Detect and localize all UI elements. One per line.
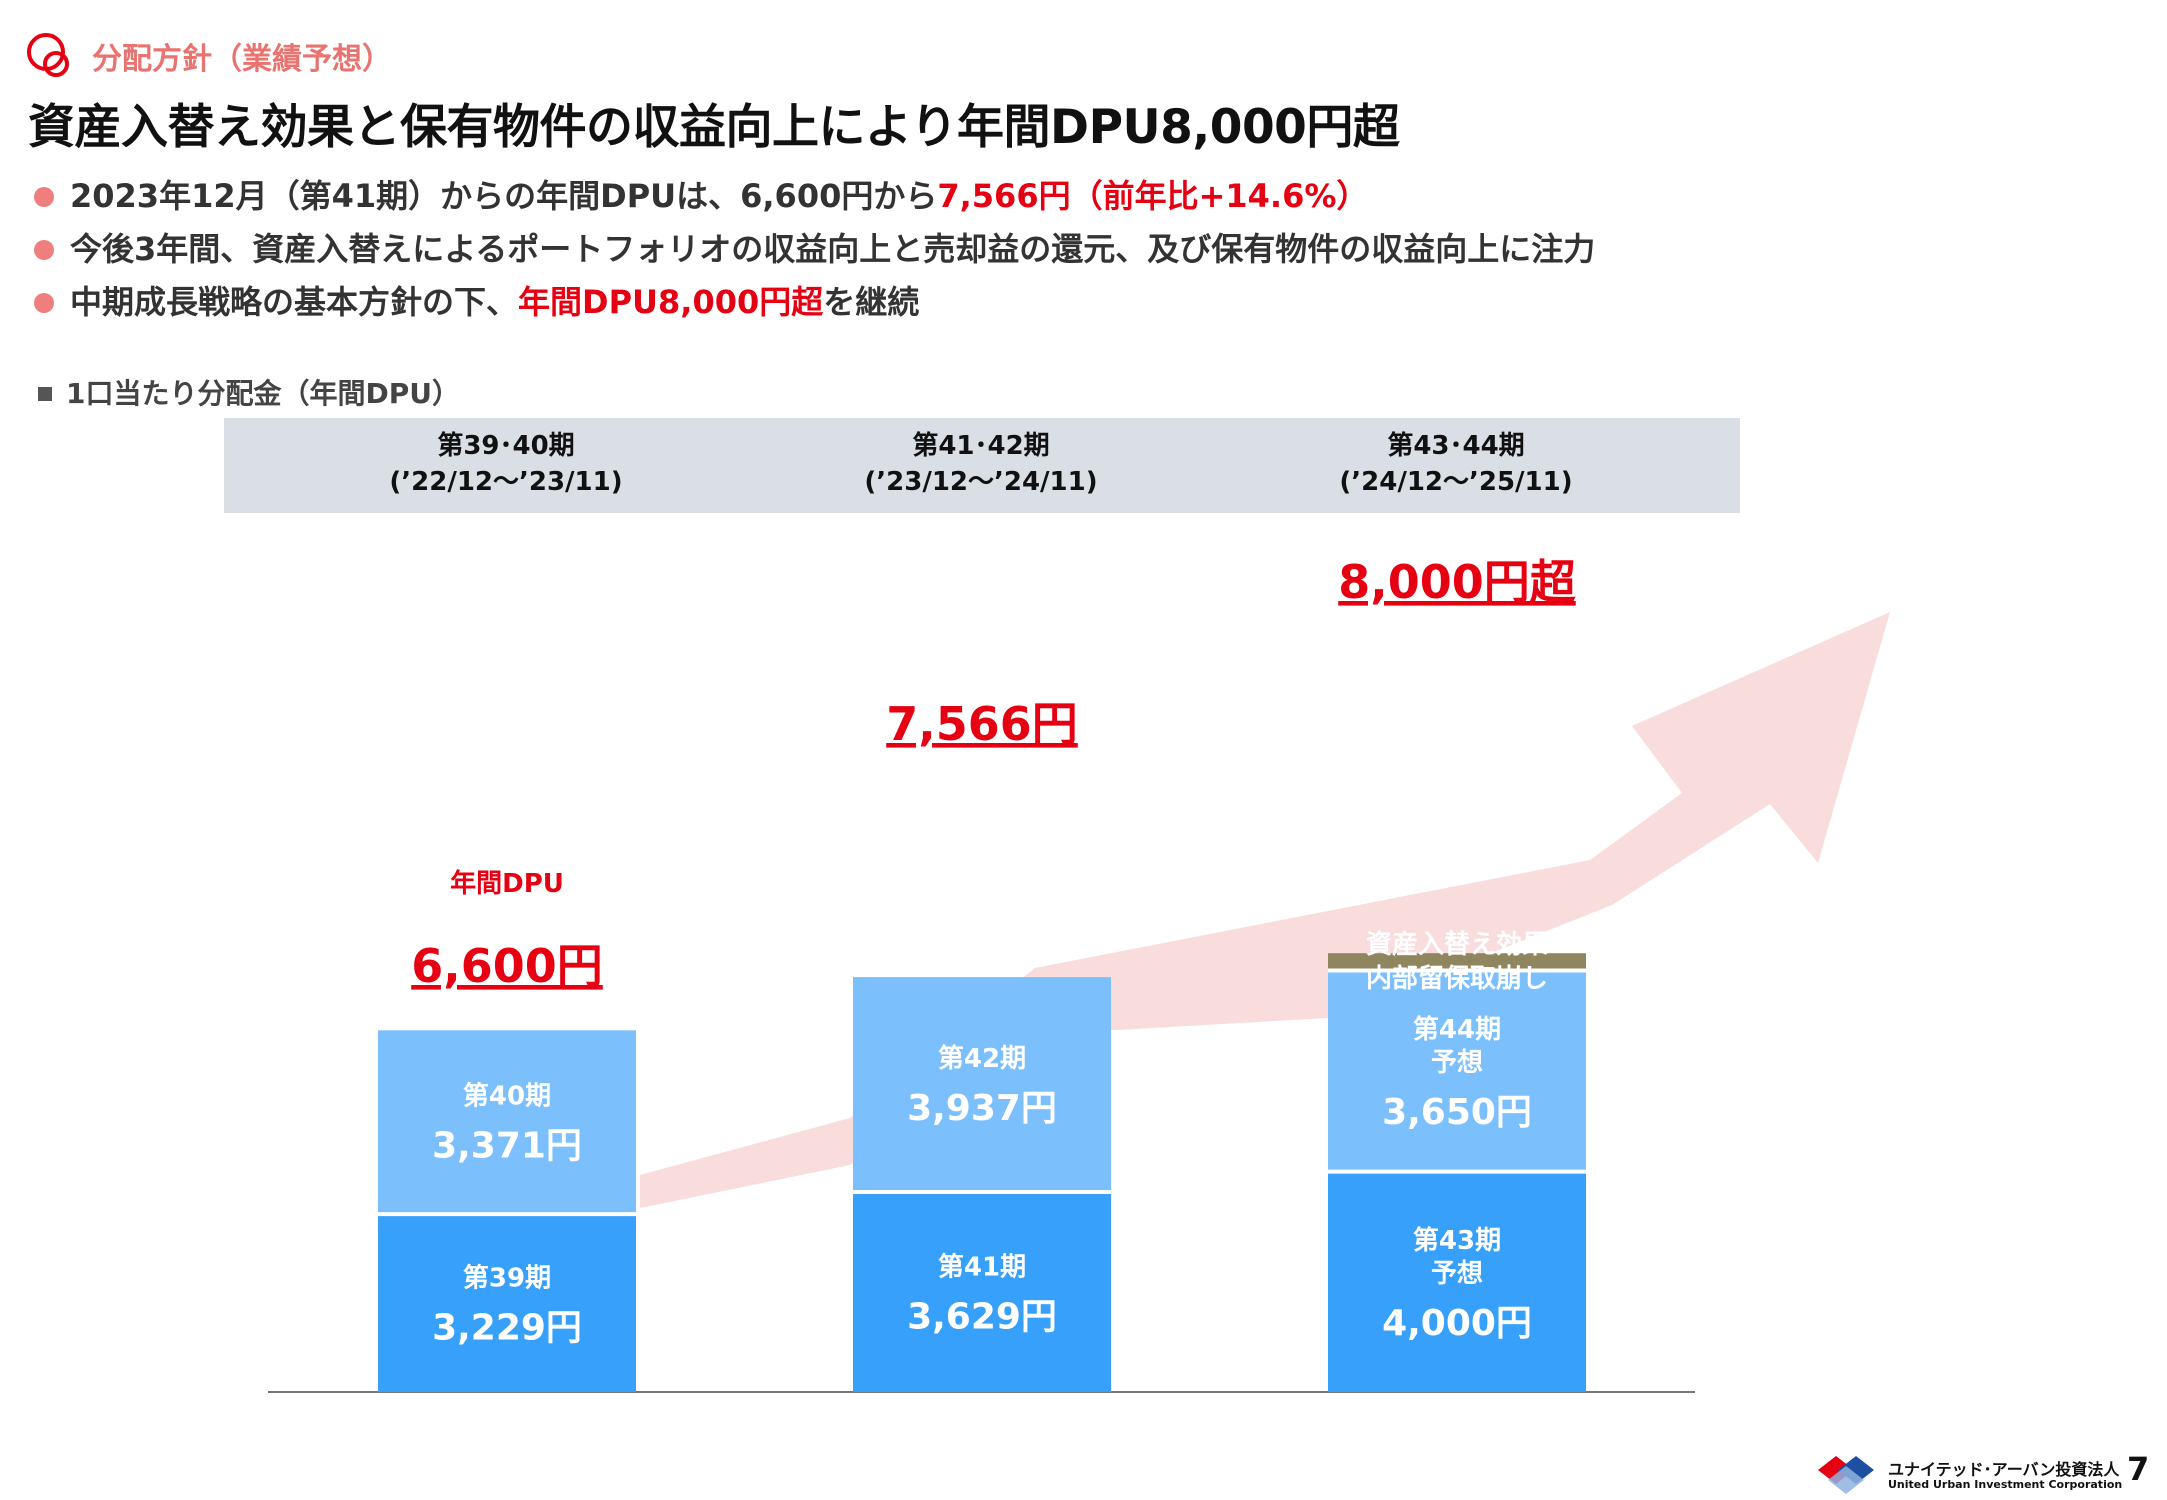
period-header-band: [224, 418, 1740, 513]
bar-value-label: 4,000円: [1382, 1303, 1532, 1344]
period-header-3-name: 第43･44期: [1387, 431, 1525, 461]
bullet-dot-icon: [34, 187, 54, 207]
bar-segment-3-2: [1328, 972, 1586, 1172]
bullet-list: 2023年12月（第41期）からの年間DPUは、6,600円から7,566円（前…: [28, 170, 1595, 329]
bullet-1-highlight: 7,566円（前年比+14.6%）: [937, 177, 1369, 215]
period-header-1-name: 第39･40期: [437, 431, 575, 461]
period-header-1: 第39･40期 (’22/12～’23/11): [326, 428, 686, 500]
bullet-item-2: 今後3年間、資産入替えによるポートフォリオの収益向上と売却益の還元、及び保有物件…: [28, 223, 1595, 276]
period-header-1-range: (’22/12～’23/11): [389, 467, 623, 497]
company-name-jp: ユナイテッド･アーバン投資法人: [1888, 1460, 2120, 1479]
bullet-item-1: 2023年12月（第41期）からの年間DPUは、6,600円から7,566円（前…: [28, 170, 1595, 223]
bar-total-label: 8,000円超: [1338, 555, 1577, 609]
bar-value-label: 3,629円: [907, 1297, 1057, 1338]
bullet-2-text: 今後3年間、資産入替えによるポートフォリオの収益向上と売却益の還元、及び保有物件…: [70, 230, 1596, 268]
bullet-dot-icon: [34, 293, 54, 313]
period-header-2-name: 第41･42期: [912, 431, 1050, 461]
total-caption-label: 年間DPU: [450, 868, 564, 899]
bullet-3-tail: を継続: [823, 283, 920, 321]
bar-segment-1-1: [378, 1214, 636, 1392]
bar-segment-label: 第42期: [938, 1043, 1026, 1074]
bar-total-label: 6,600円: [411, 939, 603, 993]
period-header-3: 第43･44期 (’24/12～’25/11): [1276, 428, 1636, 500]
bullet-item-3: 中期成長戦略の基本方針の下、年間DPU8,000円超を継続: [28, 276, 1595, 329]
bar-segment-label: 第39期: [463, 1263, 551, 1294]
page-number: 7: [2127, 1450, 2150, 1488]
bar-segment-3-1: [1328, 1171, 1586, 1392]
bullet-1-text: 2023年12月（第41期）からの年間DPUは、6,600円から: [70, 177, 938, 215]
bar-segment-label: 予想: [1431, 1048, 1483, 1078]
bar-value-label: 3,937円: [907, 1088, 1057, 1129]
company-logo-icon: [1818, 1456, 1874, 1494]
bar-segment-2-2: [853, 977, 1111, 1193]
bar-value-label: 3,371円: [432, 1126, 582, 1167]
bar-segment-label: 第43期: [1413, 1225, 1501, 1256]
bullet-3-text: 中期成長戦略の基本方針の下、: [70, 283, 519, 321]
period-header-2-range: (’23/12～’24/11): [864, 467, 1098, 497]
trend-arrow: [640, 612, 1890, 1208]
bar-segment-2-1: [853, 1192, 1111, 1392]
page-title: 資産入替え効果と保有物件の収益向上により年間DPU8,000円超: [28, 100, 1400, 155]
square-bullet-icon: [38, 387, 52, 401]
section-label: 分配方針（業績予想）: [92, 42, 392, 77]
bar-segment-label: 第41期: [938, 1252, 1026, 1283]
bullet-dot-icon: [34, 240, 54, 260]
bar-segment-3-3: [1328, 953, 1586, 971]
chart-section-label: 1口当たり分配金（年間DPU）: [38, 372, 460, 412]
bullet-3-highlight: 年間DPU8,000円超: [518, 283, 824, 321]
bar-segment-label: 予想: [1431, 1259, 1483, 1289]
bar-segment-1-2: [378, 1030, 636, 1215]
bar-value-label: 3,650円: [1382, 1092, 1532, 1133]
bar-segment-label: 第40期: [463, 1081, 551, 1112]
bar-extra-label-line: 資産入替え効果: [1366, 929, 1548, 960]
bar-total-label: 7,566円: [886, 697, 1078, 751]
chart-section-label-text: 1口当たり分配金（年間DPU）: [66, 377, 460, 410]
bar-extra-label-line: 内部留保取崩し: [1366, 964, 1548, 994]
period-header-3-range: (’24/12～’25/11): [1339, 467, 1573, 497]
period-header-2: 第41･42期 (’23/12～’24/11): [801, 428, 1161, 500]
bar-segment-label: 第44期: [1413, 1014, 1501, 1045]
company-name-en: United Urban Investment Corporation: [1888, 1478, 2123, 1491]
bar-value-label: 3,229円: [432, 1308, 582, 1349]
section-logo-icon: [27, 33, 69, 77]
